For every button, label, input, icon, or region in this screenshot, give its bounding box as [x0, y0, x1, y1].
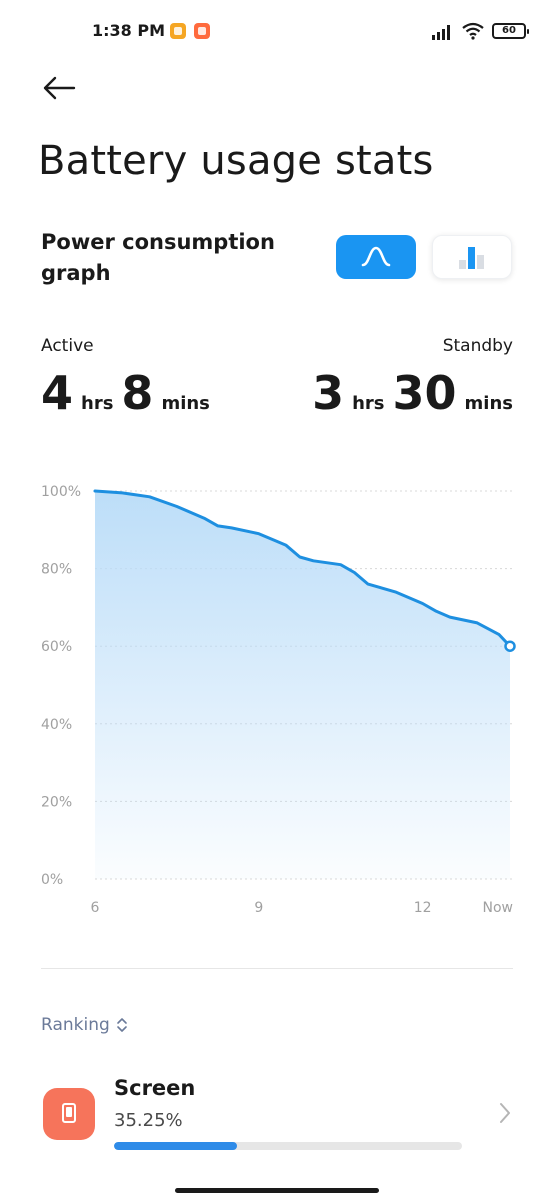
signal-icon: [432, 25, 450, 40]
line-graph-toggle[interactable]: [336, 235, 416, 279]
standby-duration: 3 hrs 30 mins: [312, 366, 513, 420]
back-button[interactable]: [38, 70, 78, 106]
graph-section-title: Power consumption graph: [41, 230, 275, 285]
chevron-right-icon: [500, 1103, 510, 1123]
notification-app-icon: [170, 23, 186, 39]
active-duration: 4 hrs 8 mins: [41, 366, 210, 420]
usage-progress-fill: [114, 1142, 237, 1150]
active-minutes: 8: [121, 366, 154, 420]
ranking-label: Ranking: [41, 1015, 110, 1035]
x-tick-label: 9: [254, 900, 263, 916]
page-title: Battery usage stats: [38, 138, 434, 184]
app-usage-row-screen[interactable]: Screen 35.25%: [41, 1072, 513, 1152]
active-hours-unit: hrs: [81, 393, 114, 414]
battery-line: [93, 489, 512, 648]
bar-graph-toggle[interactable]: [432, 235, 512, 279]
line-curve-icon: [361, 246, 391, 267]
y-tick-label: 0%: [41, 872, 63, 888]
usage-progress-bar: [114, 1142, 462, 1150]
status-bar: 1:38 PM 60: [0, 0, 554, 64]
x-tick-label: 12: [414, 900, 432, 916]
sort-updown-icon: [116, 1018, 127, 1032]
status-time: 1:38 PM: [92, 21, 166, 40]
active-minutes-unit: mins: [161, 393, 210, 414]
standby-hours-unit: hrs: [352, 393, 385, 414]
y-tick-label: 40%: [41, 717, 72, 733]
app-name: Screen: [114, 1076, 196, 1100]
y-tick-label: 20%: [41, 794, 72, 810]
y-tick-label: 80%: [41, 562, 72, 578]
screen-icon: [43, 1088, 95, 1140]
active-label: Active: [41, 336, 94, 356]
battery-level-chart: 0% 20% 40% 60% 80% 100% 6 9 12 Now: [41, 484, 516, 916]
bar-chart-icon: [459, 247, 484, 269]
standby-minutes: 30: [392, 366, 457, 420]
home-indicator: [175, 1188, 379, 1193]
standby-minutes-unit: mins: [464, 393, 513, 414]
standby-label: Standby: [442, 336, 513, 356]
ranking-sort-button[interactable]: Ranking: [41, 1015, 128, 1035]
x-tick-label-now: Now: [483, 900, 514, 916]
arrow-left-icon: [43, 76, 76, 100]
battery-icon: 60: [492, 23, 529, 39]
wifi-icon: [462, 22, 484, 40]
notification-app-icon: [194, 23, 210, 39]
battery-area: [95, 491, 510, 879]
x-tick-label: 6: [91, 900, 100, 916]
current-level-point: [504, 640, 516, 652]
divider: [41, 968, 513, 969]
y-tick-label: 60%: [41, 639, 72, 655]
active-hours: 4: [41, 366, 74, 420]
standby-hours: 3: [312, 366, 345, 420]
app-usage-percent: 35.25%: [114, 1110, 183, 1131]
y-tick-label: 100%: [41, 484, 81, 500]
